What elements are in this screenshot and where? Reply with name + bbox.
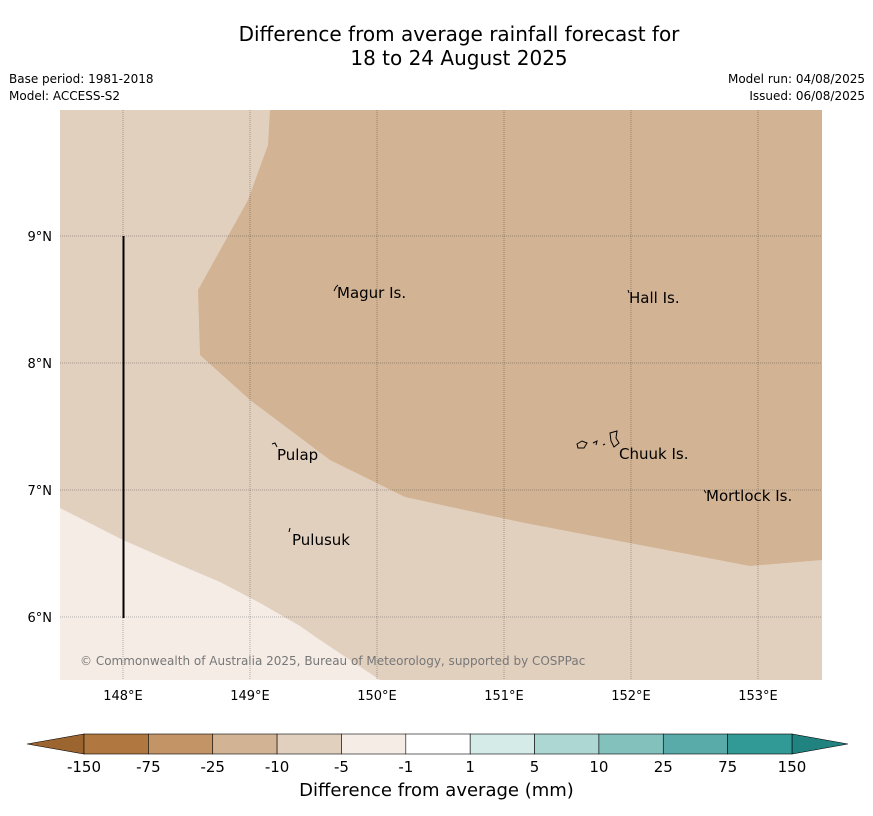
colorbar-tick-label: -25 [200, 758, 225, 776]
meta-left: Base period: 1981-2018 Model: ACCESS-S2 [9, 71, 154, 105]
colorbar: -150 -75 -25 -10 -5 -1 1 5 10 25 75 150 [26, 733, 849, 776]
colorbar-segment [662, 733, 728, 755]
colorbar-tick-label: 5 [530, 758, 540, 776]
colorbar-segment [276, 733, 342, 755]
place-label-hall: Hall Is. [629, 289, 680, 307]
lon-tick-148: 148°E [103, 689, 143, 704]
place-label-pulusuk: Pulusuk [292, 531, 350, 549]
colorbar-segment [727, 733, 793, 755]
island-pulusuk-outline [288, 527, 291, 533]
island-chuuk-outline-1 [576, 440, 588, 449]
gridlines [60, 110, 822, 680]
colorbar-tick-label: 75 [718, 758, 737, 776]
map-area [60, 110, 822, 680]
title-line-1: Difference from average rainfall forecas… [238, 22, 680, 46]
colorbar-tick-label: 150 [778, 758, 807, 776]
colorbar-segment [212, 733, 278, 755]
colorbar-extend-under [26, 733, 85, 755]
island-hall-outline [627, 289, 630, 294]
meta-right: Model run: 04/08/2025 Issued: 06/08/2025 [728, 71, 865, 105]
title-line-2: 18 to 24 August 2025 [350, 46, 568, 70]
colorbar-title: Difference from average (mm) [299, 780, 574, 801]
issued-date: Issued: 06/08/2025 [749, 89, 865, 103]
colorbar-tick-label: -10 [265, 758, 290, 776]
island-pulap-outline [271, 442, 278, 448]
colorbar-tick-label: 1 [465, 758, 475, 776]
lat-tick-7: 7°N [28, 484, 53, 499]
place-label-magur: Magur Is. [337, 284, 406, 302]
colorbar-tick-label: -75 [136, 758, 161, 776]
lat-tick-9: 9°N [28, 230, 53, 245]
lon-tick-152: 152°E [611, 689, 651, 704]
colorbar-segment [405, 733, 471, 755]
colorbar-segment [83, 733, 149, 755]
colorbar-tick-label: 25 [654, 758, 673, 776]
colorbar-tick-label: -5 [334, 758, 349, 776]
colorbar-tick-label: -150 [67, 758, 101, 776]
place-label-pulap: Pulap [277, 446, 318, 464]
copyright-text: © Commonwealth of Australia 2025, Bureau… [80, 654, 585, 668]
model-run: Model run: 04/08/2025 [727, 72, 865, 86]
lon-tick-153: 153°E [738, 689, 778, 704]
island-chuuk-outline-3 [602, 443, 606, 446]
lat-tick-6: 6°N [28, 611, 53, 626]
region-minus25-to-minus10 [198, 110, 822, 566]
place-label-mortlock: Mortlock Is. [706, 487, 792, 505]
lat-tick-8: 8°N [28, 357, 53, 372]
colorbar-segment [341, 733, 407, 755]
map-title: Difference from average rainfall forecas… [0, 22, 873, 70]
colorbar-tick-label: -1 [398, 758, 413, 776]
colorbar-segment [598, 733, 664, 755]
island-mortlock-outline [703, 489, 707, 494]
model-name: Model: ACCESS-S2 [9, 89, 121, 103]
lon-tick-149: 149°E [230, 689, 270, 704]
lon-tick-150: 150°E [357, 689, 397, 704]
lon-tick-151: 151°E [484, 689, 524, 704]
colorbar-segment [469, 733, 535, 755]
colorbar-extend-over [791, 733, 849, 755]
colorbar-segment [534, 733, 600, 755]
region-minus5-to-minus1 [60, 508, 380, 680]
place-label-chuuk: Chuuk Is. [619, 445, 688, 463]
colorbar-segment [148, 733, 214, 755]
colorbar-tick-label: 10 [589, 758, 608, 776]
island-chuuk-outline-2 [592, 440, 598, 446]
base-period: Base period: 1981-2018 [9, 72, 154, 86]
island-magur-outline [333, 284, 339, 292]
island-chuuk-outline-4 [609, 430, 620, 448]
island-outlines [271, 284, 707, 533]
